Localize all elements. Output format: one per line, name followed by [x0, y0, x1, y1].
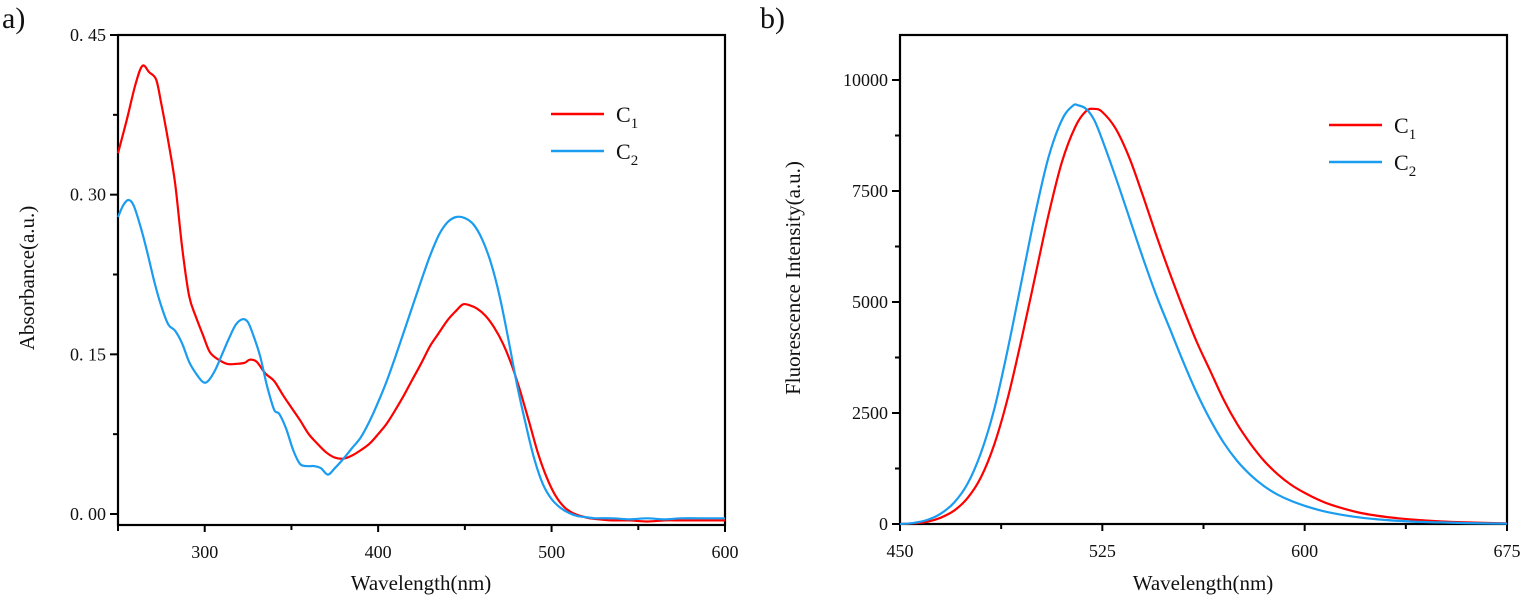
y-tick-label: 0. 15: [70, 344, 106, 364]
panel-a-absorbance: a) 300 400 500 600 0. 00 0. 15 0. 30 0. 45 Wave…: [2, 2, 739, 595]
x-tick-label: 500: [538, 542, 565, 562]
legend-label-main: C: [1394, 113, 1409, 138]
legend-label-c2-b: C2: [1394, 150, 1416, 180]
series-line-c1: [899, 107, 1508, 526]
legend-label-c1-b: C1: [1394, 113, 1416, 143]
panel-label-b: b): [760, 2, 785, 35]
y-tick-label: 7500: [852, 181, 888, 201]
y-tick-label: 0: [879, 514, 888, 534]
legend-label-sub: 1: [631, 116, 639, 132]
y-tick-label: 10000: [843, 70, 888, 90]
series-line-c1: [116, 64, 725, 523]
ticks-b: 450 525 600 675 0 2500 5000 7500 10000: [843, 70, 1521, 561]
panel-label-a: a): [2, 2, 25, 35]
series-line-c2: [116, 198, 725, 521]
legend-b: C1 C2: [1329, 113, 1416, 180]
legend-label-c1-a: C1: [616, 102, 638, 132]
x-axis-title-b: Wavelength(nm): [1133, 571, 1274, 595]
legend-label-main: C: [1394, 150, 1409, 175]
y-axis-title-b: Fluorescence Intensity(a.u.): [781, 161, 805, 395]
legend-label-c2-a: C2: [616, 139, 638, 169]
panel-b-fluorescence: b) 450 525 600 675 0 2500 5000 7500 10000 Wavele…: [760, 2, 1521, 595]
x-tick-label: 600: [712, 542, 739, 562]
legend-label-main: C: [616, 102, 631, 127]
y-tick-label: 0. 30: [70, 185, 106, 205]
y-axis-title-a: Absorbance(a.u.): [15, 206, 39, 351]
x-tick-label: 525: [1089, 541, 1116, 561]
x-tick-label: 300: [191, 542, 218, 562]
x-tick-label: 600: [1291, 541, 1318, 561]
legend-label-sub: 2: [631, 153, 639, 169]
series-line-c2: [899, 103, 1508, 526]
lines-b: [899, 103, 1508, 526]
x-tick-label: 450: [887, 541, 914, 561]
legend-label-sub: 2: [1409, 164, 1417, 180]
lines-a: [116, 64, 725, 523]
y-tick-label: 2500: [852, 403, 888, 423]
x-axis-title-a: Wavelength(nm): [351, 571, 492, 595]
ticks-a: 300 400 500 600 0. 00 0. 15 0. 30 0. 45: [70, 25, 739, 562]
y-tick-label: 0. 00: [70, 504, 106, 524]
y-tick-label: 0. 45: [70, 25, 106, 45]
legend-label-main: C: [616, 139, 631, 164]
legend-label-sub: 1: [1409, 127, 1417, 143]
legend-a: C1 C2: [551, 102, 638, 169]
x-tick-label: 675: [1494, 541, 1521, 561]
plot-frame-a: [116, 33, 727, 527]
x-tick-label: 400: [365, 542, 392, 562]
y-tick-label: 5000: [852, 292, 888, 312]
